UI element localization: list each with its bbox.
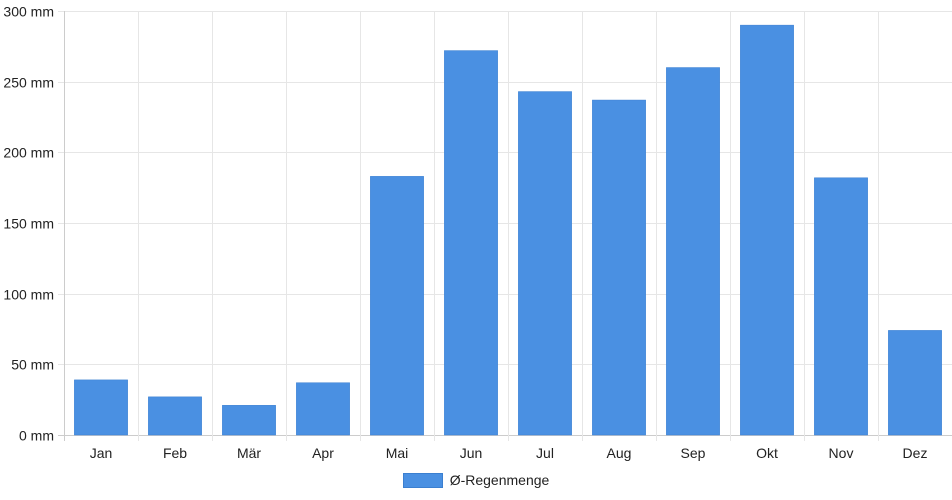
bar-jun[interactable]	[444, 50, 498, 436]
x-tick-label: Jul	[536, 445, 554, 461]
x-tick-label: Nov	[829, 445, 854, 461]
x-tick-label: Dez	[903, 445, 928, 461]
x-tick-label: Mai	[386, 445, 409, 461]
x-tick-label: Jun	[460, 445, 483, 461]
y-tick-label: 50 mm	[11, 357, 54, 373]
bar-nov[interactable]	[814, 177, 868, 436]
x-tick-label: Jan	[90, 445, 113, 461]
x-tick-label: Apr	[312, 445, 334, 461]
chart-legend[interactable]: Ø-Regenmenge	[0, 472, 952, 488]
axis-layer: 0 mm 50 mm 100 mm 150 mm 200 mm 250 mm 300 mm J…	[3, 4, 927, 462]
bar-apr[interactable]	[296, 382, 350, 436]
bar-mär[interactable]	[222, 405, 276, 436]
y-tick-label: 150 mm	[3, 216, 54, 232]
bar-dez[interactable]	[888, 330, 942, 436]
bar-layer	[74, 24, 942, 436]
bar-jan[interactable]	[74, 379, 128, 436]
y-tick-label: 250 mm	[3, 75, 54, 91]
x-tick-label: Feb	[163, 445, 187, 461]
bar-aug[interactable]	[592, 99, 646, 436]
bar-mai[interactable]	[370, 176, 424, 436]
bar-sep[interactable]	[666, 67, 720, 436]
bar-feb[interactable]	[148, 396, 202, 436]
x-tick-label: Sep	[681, 445, 706, 461]
legend-label[interactable]: Ø-Regenmenge	[449, 472, 550, 488]
y-tick-label: 200 mm	[3, 145, 54, 161]
chart-canvas: 0 mm 50 mm 100 mm 150 mm 200 mm 250 mm 300 mm J…	[3, 4, 952, 462]
legend-swatch[interactable]	[402, 472, 443, 488]
y-tick-label: 0 mm	[19, 428, 54, 444]
bar-jul[interactable]	[518, 91, 572, 436]
x-tick-label: Aug	[607, 445, 632, 461]
y-tick-label: 100 mm	[3, 287, 54, 303]
x-tick-label: Mär	[237, 445, 261, 461]
bar-okt[interactable]	[740, 24, 794, 436]
y-tick-label: 300 mm	[3, 4, 54, 20]
x-tick-label: Okt	[756, 445, 778, 461]
grid-layer	[58, 11, 952, 441]
